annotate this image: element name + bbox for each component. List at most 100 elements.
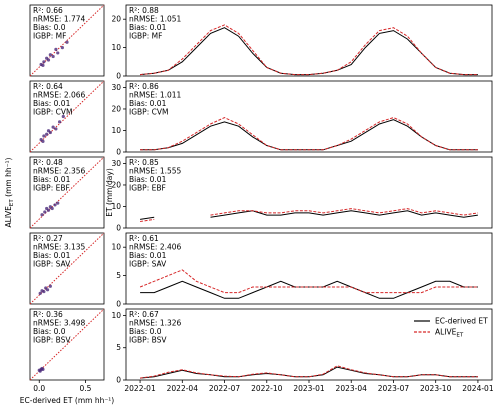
- y-tick-label: 20: [111, 104, 121, 113]
- x-tick-label: 2022-07: [209, 384, 241, 393]
- y-tick-label: 30: [111, 83, 121, 92]
- scatter-point: [41, 63, 45, 67]
- stats-annotation: nRMSE: 1.555: [129, 167, 182, 176]
- stats-annotation: nRMSE: 1.774: [33, 15, 86, 24]
- scatter-point: [40, 213, 44, 217]
- y-tick-label: 5: [116, 343, 121, 352]
- scatter-point: [42, 134, 46, 138]
- stats-annotation: R²: 0.85: [129, 158, 159, 167]
- scatter-point: [56, 51, 60, 55]
- scatter-point: [45, 132, 49, 136]
- y-tick-label: 10: [111, 243, 121, 252]
- series-line: [140, 27, 478, 76]
- scatter-point: [54, 127, 58, 131]
- one-to-one-line: [29, 156, 105, 229]
- x-tick-label: 2022-01: [124, 384, 156, 393]
- stats-annotation: R²: 0.86: [129, 82, 159, 91]
- stats-annotation: R²: 0.48: [33, 158, 63, 167]
- y-tick-label: 0: [116, 148, 121, 157]
- x-tick-label: 0.5: [80, 384, 92, 393]
- stats-annotation: Bias: 0.01: [129, 251, 167, 260]
- stats-annotation: IGBP: EBF: [129, 184, 166, 193]
- stats-annotation: Bias: 0.0: [33, 23, 66, 32]
- stats-annotation: Bias: 0.01: [33, 99, 71, 108]
- stats-annotation: R²: 0.66: [33, 6, 63, 15]
- stats-annotation: IGBP: EBF: [33, 184, 70, 193]
- scatter-point: [38, 291, 42, 295]
- stats-annotation: IGBP: BSV: [129, 336, 167, 345]
- scatter-point: [41, 367, 45, 371]
- y-tick-label: 0: [116, 224, 121, 233]
- stats-annotation: nRMSE: 2.356: [33, 167, 86, 176]
- y-tick-label: 10: [111, 202, 121, 211]
- series-line: [140, 208, 478, 222]
- stats-annotation: Bias: 0.01: [33, 251, 71, 260]
- x-tick-label: 2023-01: [293, 384, 325, 393]
- stats-annotation: IGBP: CVM: [129, 108, 168, 117]
- y-label-unit: (mm hh⁻¹): [4, 157, 13, 199]
- stats-annotation: R²: 0.88: [129, 6, 159, 15]
- scatter-point: [61, 114, 65, 119]
- x-tick-label: 2022-04: [167, 384, 199, 393]
- panel-frame: [29, 156, 105, 229]
- x-tick-label: 0.0: [33, 384, 45, 393]
- series-line: [140, 280, 478, 299]
- stats-annotation: Bias: 0.0: [33, 327, 66, 336]
- y-tick-label: 5: [116, 271, 121, 280]
- stats-annotation: IGBP: SAV: [33, 260, 71, 269]
- legend-sub: ET: [456, 333, 463, 339]
- stats-annotation: IGBP: BSV: [33, 336, 71, 345]
- stats-annotation: nRMSE: 2.066: [33, 91, 86, 100]
- panel-frame: [125, 80, 493, 153]
- y-axis-label: ALIVEET (mm hh⁻¹): [4, 157, 15, 227]
- scatter-point: [58, 120, 62, 124]
- panel-frame: [29, 80, 105, 153]
- panel-frame: [29, 232, 105, 305]
- scatter-point: [43, 210, 47, 214]
- y-axis-label: ET (mm/day): [105, 168, 114, 217]
- stats-annotation: nRMSE: 1.011: [129, 91, 182, 100]
- scatter-point: [54, 47, 58, 51]
- x-tick-label: 2023-07: [378, 384, 410, 393]
- legend-name: EC-derived ET: [435, 317, 488, 326]
- panel-frame: [29, 308, 105, 381]
- y-label-sub: ET: [9, 199, 15, 206]
- stats-annotation: nRMSE: 1.051: [129, 15, 182, 24]
- x-tick-label: 2022-10: [251, 384, 283, 393]
- y-tick-label: 10: [111, 126, 121, 135]
- one-to-one-line: [29, 232, 105, 305]
- y-tick-label: 30: [111, 159, 121, 168]
- stats-annotation: Bias: 0.0: [129, 327, 162, 336]
- scatter-point: [60, 46, 64, 50]
- x-tick-label: 2023-10: [420, 384, 452, 393]
- scatter-point: [65, 40, 69, 44]
- y-tick-label: 20: [111, 180, 121, 189]
- stats-annotation: Bias: 0.01: [129, 23, 167, 32]
- one-to-one-line: [29, 308, 105, 381]
- series-line: [140, 366, 478, 379]
- stats-annotation: nRMSE: 2.406: [129, 243, 182, 252]
- y-tick-label: 0: [116, 300, 121, 309]
- stats-annotation: Bias: 0.01: [129, 175, 167, 184]
- scatter-point: [48, 53, 52, 57]
- legend-label: EC-derived ET: [435, 317, 488, 326]
- scatter-point: [56, 201, 60, 205]
- series-line: [139, 269, 478, 294]
- scatter-point: [41, 139, 45, 143]
- scatter-point: [46, 58, 51, 62]
- scatter-point: [46, 208, 51, 212]
- panel-frame: [125, 232, 493, 305]
- stats-annotation: Bias: 0.01: [129, 99, 167, 108]
- series-line: [140, 365, 478, 379]
- series-line: [140, 210, 478, 220]
- y-tick-label: 10: [111, 43, 121, 52]
- stats-annotation: IGBP: SAV: [129, 260, 167, 269]
- scatter-point: [45, 288, 50, 292]
- legend-name: ALIVE: [435, 328, 457, 337]
- y-tick-label: 20: [111, 15, 121, 24]
- stats-annotation: IGBP: MF: [129, 32, 162, 41]
- stats-annotation: nRMSE: 3.135: [33, 243, 86, 252]
- y-tick-label: 10: [111, 311, 121, 320]
- series-line: [140, 24, 478, 76]
- stats-annotation: R²: 0.36: [33, 310, 63, 319]
